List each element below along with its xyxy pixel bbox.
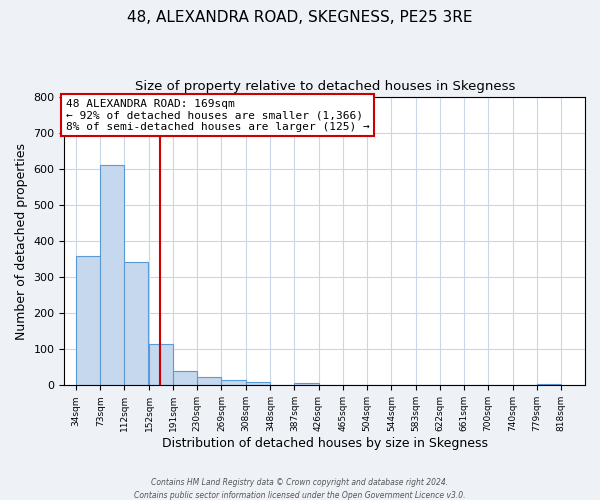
Bar <box>537 384 561 386</box>
Bar <box>295 383 319 386</box>
Bar <box>100 165 124 386</box>
X-axis label: Distribution of detached houses by size in Skegness: Distribution of detached houses by size … <box>162 437 488 450</box>
Bar <box>149 344 173 386</box>
Bar <box>173 371 197 386</box>
Title: Size of property relative to detached houses in Skegness: Size of property relative to detached ho… <box>134 80 515 93</box>
Y-axis label: Number of detached properties: Number of detached properties <box>15 142 28 340</box>
Bar <box>221 380 245 386</box>
Bar <box>124 262 148 386</box>
Bar <box>76 256 100 386</box>
Bar <box>197 378 221 386</box>
Text: 48, ALEXANDRA ROAD, SKEGNESS, PE25 3RE: 48, ALEXANDRA ROAD, SKEGNESS, PE25 3RE <box>127 10 473 25</box>
Text: Contains HM Land Registry data © Crown copyright and database right 2024.
Contai: Contains HM Land Registry data © Crown c… <box>134 478 466 500</box>
Bar <box>245 382 269 386</box>
Text: 48 ALEXANDRA ROAD: 169sqm
← 92% of detached houses are smaller (1,366)
8% of sem: 48 ALEXANDRA ROAD: 169sqm ← 92% of detac… <box>65 98 370 132</box>
